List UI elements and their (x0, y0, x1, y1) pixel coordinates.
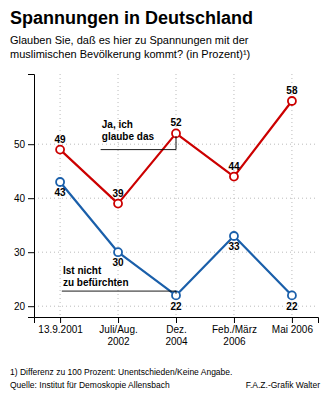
subtitle: Glauben Sie, daß es hier zu Spannungen m… (10, 34, 249, 46)
footnote: Quelle: Institut für Demoskopie Allensba… (10, 380, 170, 390)
grid-line (176, 74, 177, 317)
data-label: 22 (286, 301, 298, 312)
labels: 49 39 52 44 58 Ja, ichglaube das 43 30 22 33 22 Ist… (55, 85, 298, 312)
tick: Feb./März2006 (212, 317, 257, 347)
tick: 13.9.2001 (38, 317, 83, 335)
series-label: Ja, ichglaube das (102, 119, 155, 142)
subtitle: muslimischen Bevölkerung kommt? (in Proz… (10, 48, 250, 60)
series-label: Ist nichtzu befürchten (63, 265, 129, 288)
tick-mark (118, 317, 119, 323)
marker (288, 291, 296, 299)
marker (230, 173, 238, 181)
tick: 30 (14, 247, 34, 258)
marker (114, 200, 122, 208)
grid-line (233, 74, 234, 317)
data-label: 58 (286, 85, 298, 96)
plot: 20 30 40 50 13.9.2001 Juli/Aug.2002 Dez.2004 Fe… (14, 74, 319, 347)
footnote: 1) Differenz zu 100 Prozent: Unentschied… (10, 367, 232, 377)
chart: Spannungen in Deutschland Glauben Sie, da… (0, 0, 330, 399)
data-label: 33 (228, 241, 240, 252)
marker (230, 232, 238, 240)
grid-line (34, 252, 318, 253)
leader-line (176, 136, 177, 150)
marker (288, 97, 296, 105)
tick-mark (28, 198, 34, 199)
title: Spannungen in Deutschland (10, 8, 253, 28)
tick-mark (292, 317, 293, 323)
tick-mark (28, 144, 34, 145)
tick: Mai 2006 (272, 317, 314, 335)
tick: 20 (14, 301, 34, 312)
grid (34, 74, 318, 317)
marks (56, 97, 296, 299)
tick-label: Juli/Aug.2002 (99, 324, 137, 347)
data-label: 52 (170, 117, 182, 128)
tick-label: 40 (14, 193, 26, 204)
grid-line (291, 74, 292, 317)
tick: 40 (14, 193, 34, 204)
marker (56, 178, 64, 186)
tick-mark (234, 317, 235, 323)
data-label: 30 (112, 257, 124, 268)
tick-label: Dez.2004 (165, 324, 188, 347)
tick: Dez.2004 (165, 317, 188, 347)
leader-line (101, 149, 176, 150)
marker (114, 248, 122, 256)
tick-label: 30 (14, 247, 26, 258)
series-line (60, 182, 292, 295)
marker (56, 146, 64, 154)
tick: 50 (14, 139, 34, 150)
leader-line (176, 291, 177, 294)
data-label: 44 (228, 161, 240, 172)
tick-mark (176, 317, 177, 323)
tick-label: 20 (14, 301, 26, 312)
marker (172, 291, 180, 299)
tick: Juli/Aug.2002 (99, 317, 137, 347)
tick-mark (28, 252, 34, 253)
leader-line (62, 291, 176, 292)
axis-line (28, 75, 35, 318)
tick-label: 50 (14, 139, 26, 150)
data-label: 22 (170, 301, 182, 312)
tick-label: Mai 2006 (272, 324, 314, 335)
tick-label: 13.9.2001 (38, 324, 83, 335)
data-label: 49 (55, 134, 67, 145)
series-line (60, 101, 292, 204)
data-label: 43 (55, 187, 67, 198)
tick-mark (28, 306, 34, 307)
data-label: 39 (112, 188, 124, 199)
tick-mark (60, 317, 61, 323)
y-axis: 20 30 40 50 (14, 75, 35, 318)
footnote: F.A.Z.-Grafik Walter (246, 380, 320, 390)
axis-line (35, 318, 319, 324)
x-axis: 13.9.2001 Juli/Aug.2002 Dez.2004 Feb./März2… (35, 317, 319, 347)
tick-label: Feb./März2006 (212, 324, 257, 347)
